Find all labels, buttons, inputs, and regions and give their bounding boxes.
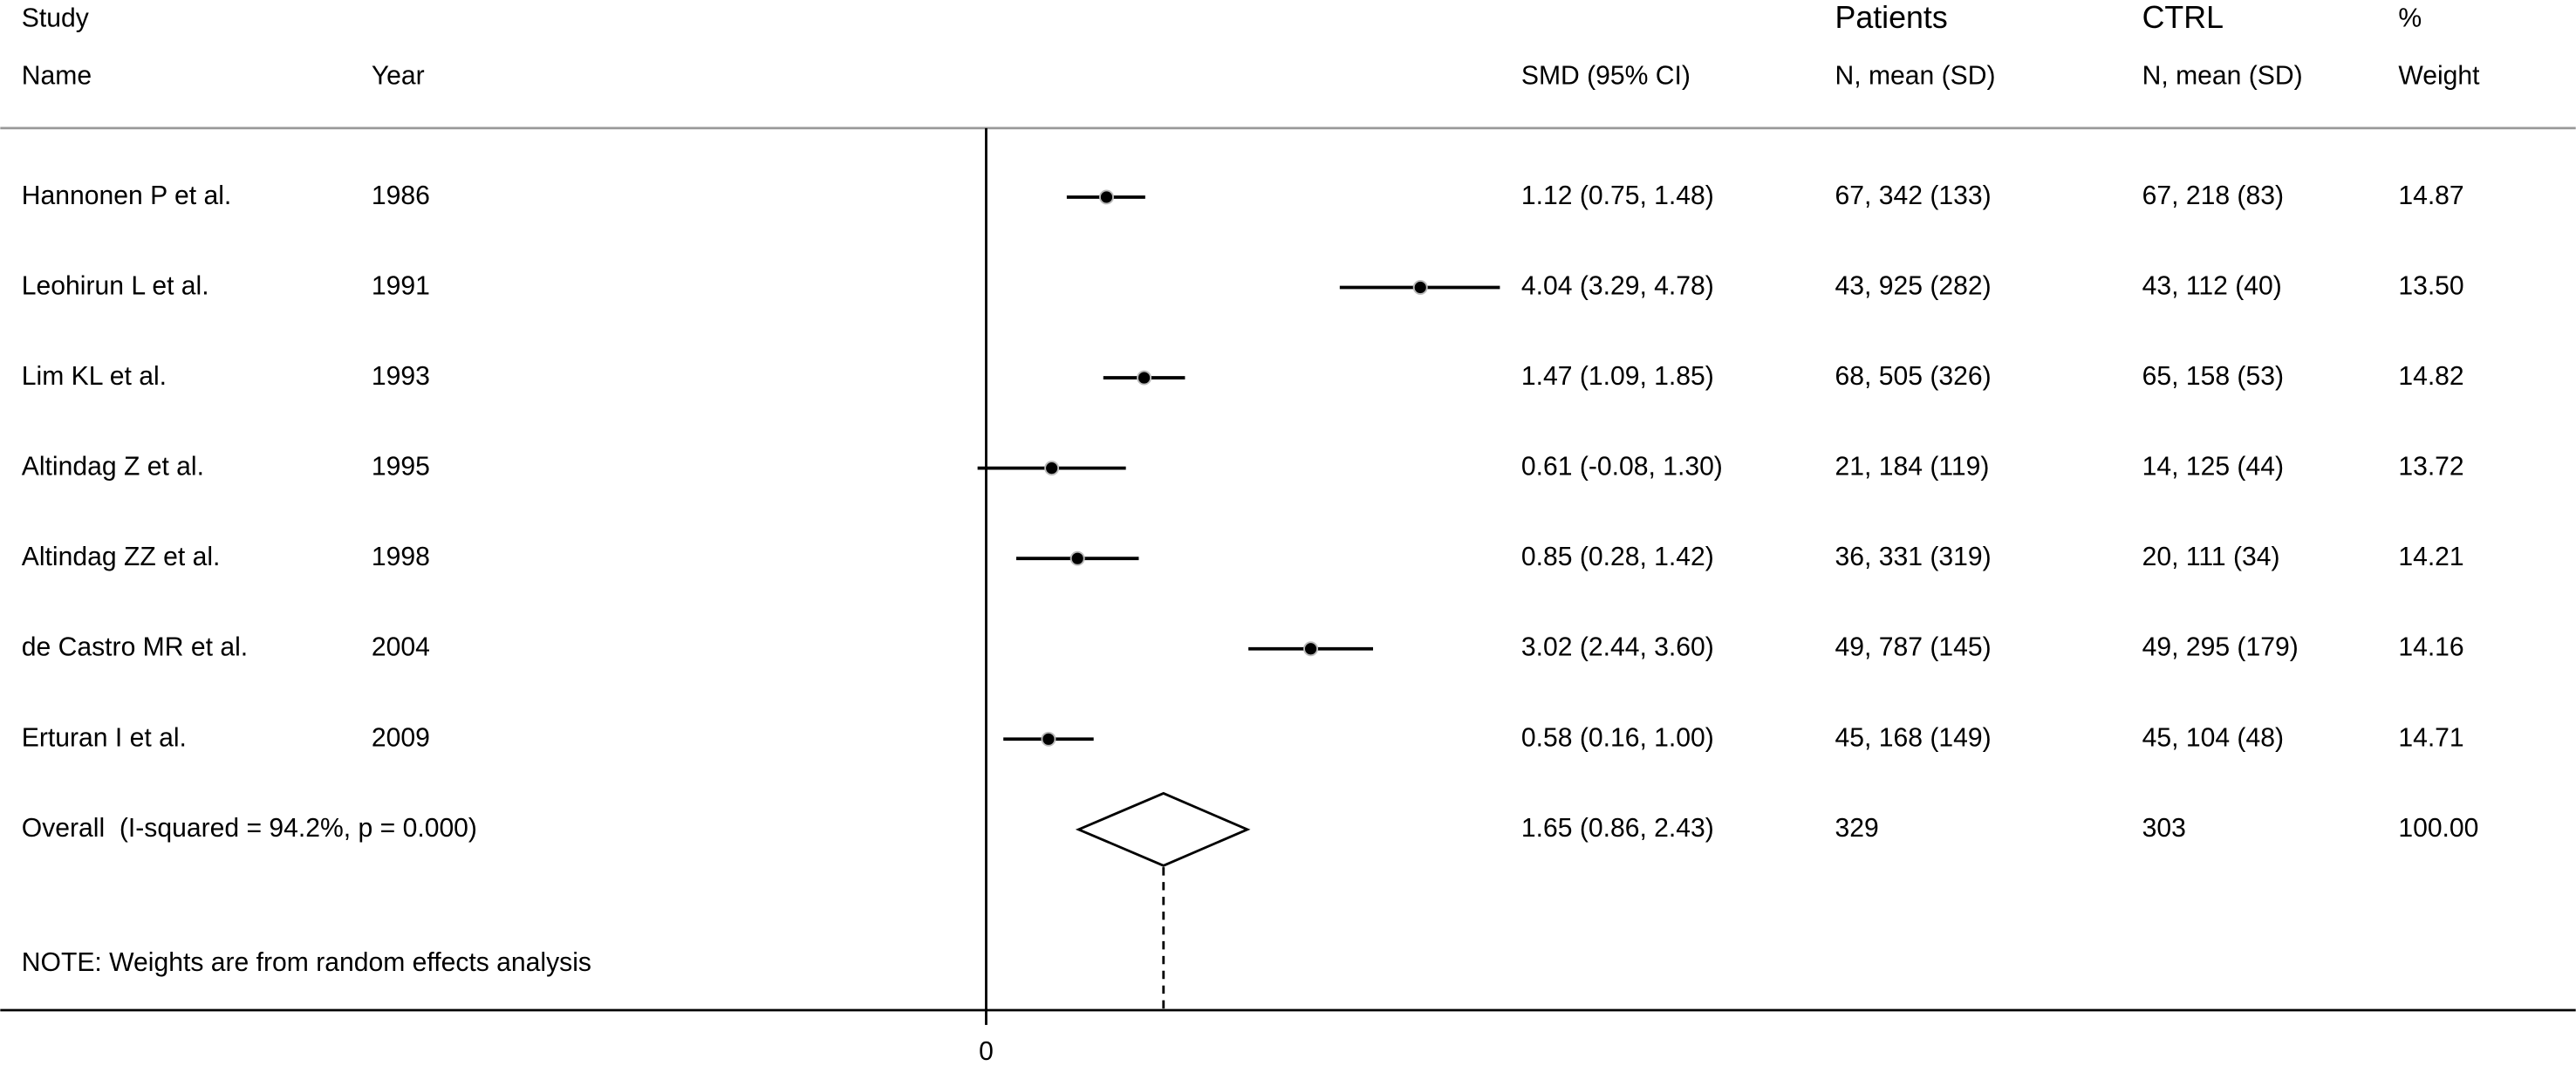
controls: 14, 125 (44) [2142, 453, 2284, 482]
study-year: 2009 [372, 723, 430, 752]
ci-label: 0.61 (-0.08, 1.30) [1521, 453, 1723, 482]
weight: 14.82 [2398, 362, 2463, 391]
ci-label: 3.02 (2.44, 3.60) [1521, 633, 1714, 662]
weight: 14.16 [2398, 633, 2463, 662]
header: Name [22, 61, 92, 90]
point-estimate [1412, 280, 1428, 295]
study-year: 1991 [372, 271, 430, 300]
study-year: 1995 [372, 453, 430, 482]
study-year: 1986 [372, 181, 430, 210]
point-estimate [1099, 189, 1114, 205]
controls: 45, 104 (48) [2142, 723, 2284, 752]
patients: 21, 184 (119) [1835, 453, 1990, 482]
ci-label: 4.04 (3.29, 4.78) [1521, 271, 1714, 300]
weight: 13.72 [2398, 453, 2463, 482]
ci-label: 0.58 (0.16, 1.00) [1521, 723, 1714, 752]
study-year: 2004 [372, 633, 430, 662]
point-estimate [1044, 461, 1060, 476]
note: NOTE: Weights are from random effects an… [22, 948, 591, 977]
study-name: de Castro MR et al. [22, 633, 248, 662]
point-estimate [1137, 370, 1152, 386]
overall-name: Overall (I-squared = 94.2%, p = 0.000) [22, 814, 477, 843]
header: CTRL [2142, 0, 2224, 35]
weight: 13.50 [2398, 271, 2463, 300]
controls: 20, 111 (34) [2142, 543, 2280, 571]
study-name: Hannonen P et al. [22, 181, 232, 210]
controls: 49, 295 (179) [2142, 633, 2299, 662]
study-name: Altindag ZZ et al. [22, 543, 221, 571]
patients: 36, 331 (319) [1835, 543, 1992, 571]
patients: 49, 787 (145) [1835, 633, 1992, 662]
point-estimate [1041, 731, 1056, 747]
controls: 65, 158 (53) [2142, 362, 2284, 391]
study-name: Lim KL et al. [22, 362, 167, 391]
header: % [2398, 4, 2422, 33]
patients: 67, 342 (133) [1835, 181, 1992, 210]
header: SMD (95% CI) [1521, 61, 1691, 90]
weight: 14.21 [2398, 543, 2463, 571]
weight: 14.71 [2398, 723, 2463, 752]
study-year: 1998 [372, 543, 430, 571]
point-estimate [1303, 641, 1319, 657]
study-name: Erturan I et al. [22, 723, 187, 752]
study-name: Altindag Z et al. [22, 453, 204, 482]
ci-label: 1.47 (1.09, 1.85) [1521, 362, 1714, 391]
ci-label: 1.65 (0.86, 2.43) [1521, 814, 1714, 843]
header: N, mean (SD) [2142, 61, 2303, 90]
header: N, mean (SD) [1835, 61, 1996, 90]
header: Year [372, 61, 425, 90]
weight: 100.00 [2398, 814, 2478, 843]
patients: 43, 925 (282) [1835, 271, 1992, 300]
header: Study [22, 4, 89, 33]
study-name: Leohirun L et al. [22, 271, 209, 300]
header: Weight [2398, 61, 2480, 90]
patients: 329 [1835, 814, 1879, 843]
header: Patients [1835, 0, 1948, 35]
patients: 45, 168 (149) [1835, 723, 1992, 752]
point-estimate [1069, 550, 1085, 566]
overall-diamond [1075, 791, 1251, 867]
study-year: 1993 [372, 362, 430, 391]
controls: 303 [2142, 814, 2186, 843]
weight: 14.87 [2398, 181, 2463, 210]
patients: 68, 505 (326) [1835, 362, 1992, 391]
controls: 43, 112 (40) [2142, 271, 2282, 300]
controls: 67, 218 (83) [2142, 181, 2284, 210]
ci-label: 0.85 (0.28, 1.42) [1521, 543, 1714, 571]
x-tick-label: 0 [979, 1037, 994, 1066]
ci-label: 1.12 (0.75, 1.48) [1521, 181, 1714, 210]
